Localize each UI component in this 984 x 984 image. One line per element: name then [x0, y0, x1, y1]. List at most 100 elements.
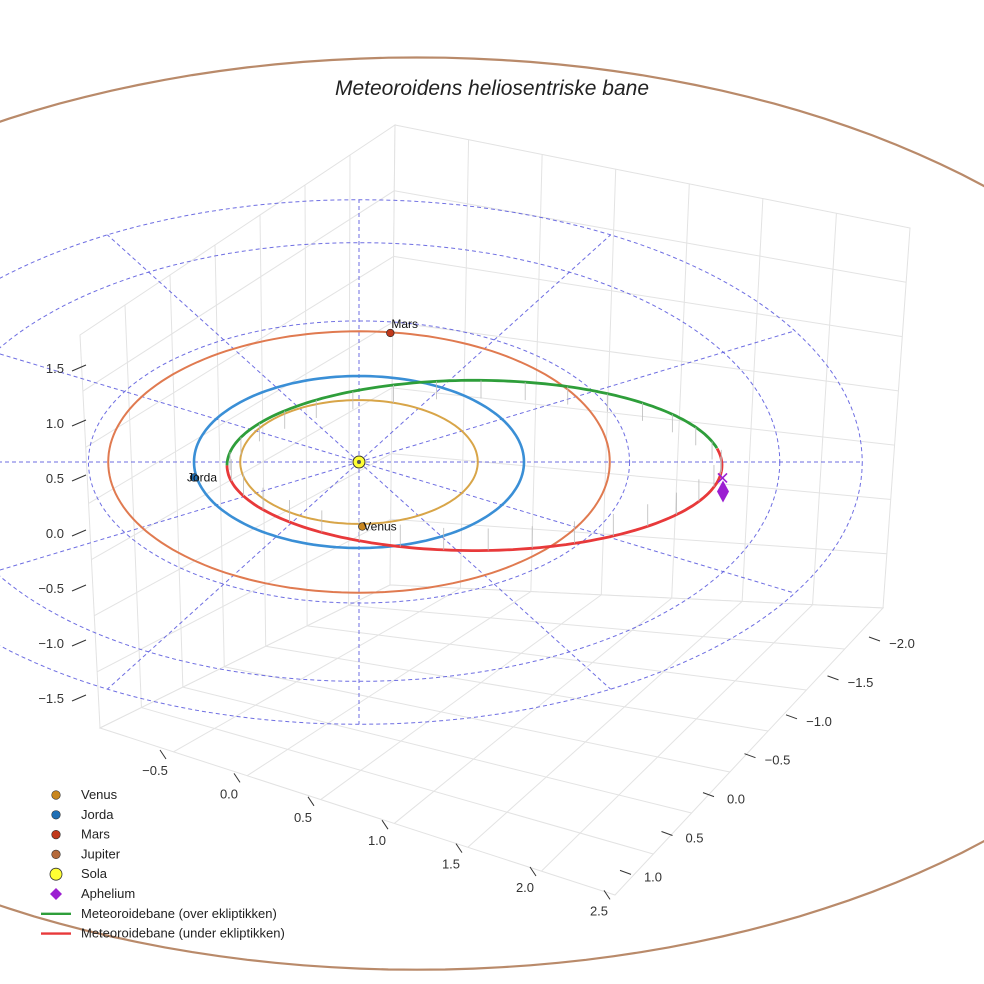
legend-label: Jupiter	[81, 846, 121, 861]
y-tick-mark	[661, 831, 673, 836]
x-tick-label: −0.5	[142, 763, 168, 778]
legend-marker	[51, 829, 61, 840]
sun-center	[357, 460, 361, 464]
left-gridline	[96, 518, 391, 673]
back-gridline	[392, 321, 899, 392]
legend-label: Mars	[81, 827, 110, 842]
z-tick-mark	[71, 694, 87, 702]
floor-gridline	[173, 587, 461, 753]
back-gridline	[671, 183, 690, 599]
chart-title: Meteoroidens heliosentriske bane	[335, 77, 649, 100]
x-tick-label: 2.0	[516, 880, 534, 895]
x-tick-mark	[233, 773, 241, 783]
z-tick-mark	[71, 584, 87, 592]
floor-gridline	[467, 601, 743, 848]
reference-ring	[0, 199, 863, 725]
left-gridline	[94, 453, 392, 617]
x-tick-mark	[529, 866, 537, 877]
floor-gridline	[307, 625, 807, 691]
meteoroid-orbit-below	[225, 447, 724, 552]
y-tick-mark	[785, 714, 798, 720]
floor-gridline	[541, 604, 813, 872]
back-gridline	[741, 198, 764, 602]
marker-venus	[358, 522, 367, 531]
y-tick-label: −1.0	[806, 714, 832, 729]
meteoroid-orbit	[225, 378, 724, 552]
floor-gridline	[348, 604, 845, 650]
legend-label: Meteoroidebane (under ekliptikken)	[81, 926, 285, 941]
aphelium-cross	[717, 472, 728, 484]
legend-marker	[50, 888, 62, 900]
floor-gridline	[265, 645, 769, 732]
back-gridline	[459, 139, 470, 589]
back-gridline	[391, 453, 891, 500]
x-tick-label: 0.5	[294, 810, 312, 825]
back-gridline	[530, 154, 543, 592]
legend-label: Venus	[81, 787, 118, 802]
x-tick-mark	[381, 819, 389, 830]
x-tick-label: 1.0	[368, 833, 386, 848]
y-tick-mark	[619, 869, 632, 875]
back-gridline	[812, 213, 837, 605]
left-gridline	[88, 321, 394, 504]
z-tick-mark	[71, 529, 87, 537]
left-gridline	[304, 184, 308, 626]
floor-gridline	[320, 594, 602, 800]
marker-mars	[386, 328, 395, 338]
x-tick-label: 1.5	[442, 857, 460, 872]
y-tick-label: −2.0	[889, 636, 915, 651]
z-tick-label: −0.5	[38, 581, 64, 596]
z-tick-label: −1.0	[38, 636, 64, 651]
orbit-jupiter	[0, 56, 984, 971]
x-tick-mark	[603, 890, 611, 900]
floor-gridline	[224, 666, 730, 773]
marker-jorda	[189, 473, 199, 482]
z-tick-mark	[71, 639, 87, 647]
y-tick-label: 0.5	[685, 831, 703, 846]
floor-gridline	[141, 707, 654, 855]
z-tick-label: 0.0	[46, 526, 64, 541]
label-venus: Venus	[363, 520, 396, 534]
floor-gridline	[246, 591, 532, 777]
x-tick-mark	[455, 843, 463, 853]
z-tick-mark	[71, 474, 87, 482]
y-tick-mark	[744, 753, 756, 759]
back-gridline	[394, 190, 907, 283]
legend-marker	[51, 810, 61, 820]
axis-grid	[79, 124, 911, 896]
left-gridline	[348, 154, 351, 606]
legend-label: Aphelium	[81, 886, 135, 901]
z-tick-mark	[71, 419, 87, 427]
left-gridline	[85, 256, 394, 448]
left-gridline	[214, 244, 225, 667]
orbit-venus	[239, 399, 479, 525]
legend: Venus Jorda Mars Jupiter Sola Aphelium Meteoro…	[41, 787, 285, 941]
z-tick-mark	[71, 364, 87, 372]
floor-gridline	[393, 597, 673, 824]
back-gridline	[392, 387, 895, 446]
planet-orbits	[0, 56, 984, 971]
legend-marker	[49, 867, 63, 881]
y-tick-label: 1.0	[644, 869, 662, 884]
x-tick-label: 0.0	[220, 786, 238, 801]
meteoroid-orbit-above	[225, 378, 719, 466]
legend-label: Sola	[81, 866, 108, 881]
x-tick-label: 2.5	[590, 903, 608, 918]
body-markers: Venus Jorda Mars	[187, 317, 729, 534]
orbit-jorda	[192, 374, 526, 550]
aphelium-marker	[717, 480, 729, 503]
left-gridline	[124, 304, 142, 708]
label-jorda: Jorda	[187, 470, 217, 484]
x-tick-mark	[159, 749, 167, 760]
legend-marker	[51, 849, 61, 860]
floor-gridline	[182, 686, 692, 814]
axis-ticks: −1.5 −1.0 −0.5 0.0 0.5 1.0 1.5 −0.5 0.0 0.5 1.0 1.5…	[38, 361, 915, 918]
z-tick-label: −1.5	[38, 691, 64, 706]
back-gridline	[393, 255, 903, 338]
left-gridline	[82, 190, 395, 392]
y-tick-mark	[827, 675, 839, 681]
y-tick-mark	[702, 792, 715, 798]
label-mars: Mars	[391, 317, 418, 331]
y-tick-label: 0.0	[727, 792, 745, 807]
